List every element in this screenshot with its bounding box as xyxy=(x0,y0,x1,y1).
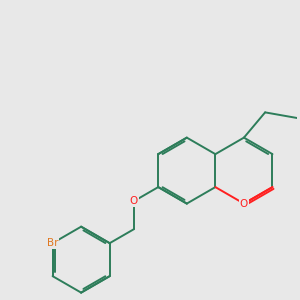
Text: O: O xyxy=(240,199,248,208)
Text: Br: Br xyxy=(47,238,58,248)
Text: O: O xyxy=(130,196,138,206)
Text: O: O xyxy=(240,199,248,208)
